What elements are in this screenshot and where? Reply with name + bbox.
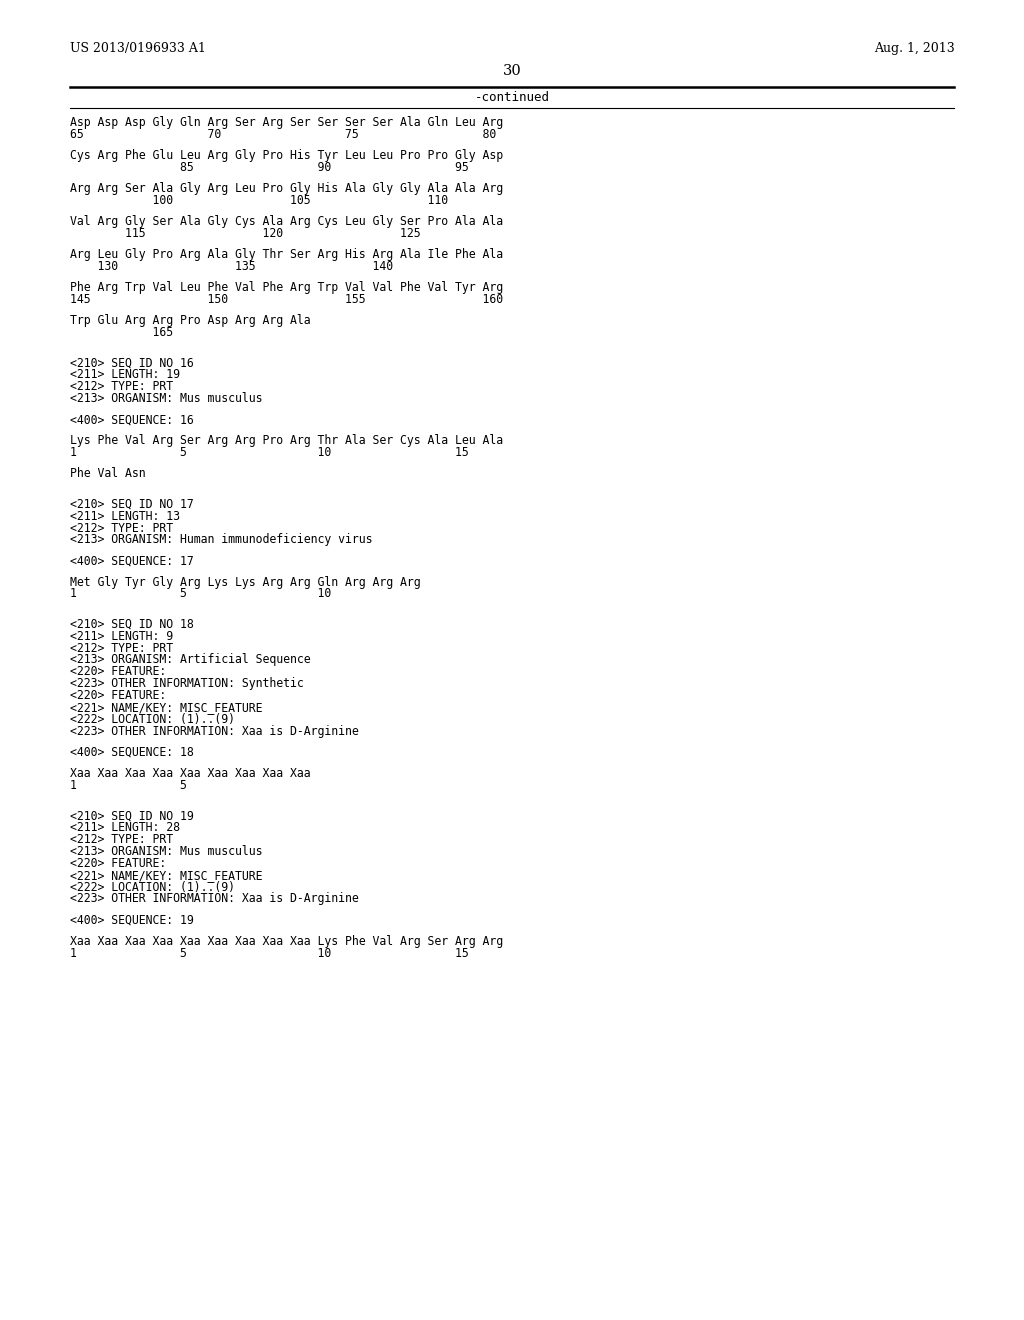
Text: Lys Phe Val Arg Ser Arg Arg Pro Arg Thr Ala Ser Cys Ala Leu Ala: Lys Phe Val Arg Ser Arg Arg Pro Arg Thr … <box>70 434 503 447</box>
Text: Arg Arg Ser Ala Gly Arg Leu Pro Gly His Ala Gly Gly Ala Ala Arg: Arg Arg Ser Ala Gly Arg Leu Pro Gly His … <box>70 182 503 195</box>
Text: 145                 150                 155                 160: 145 150 155 160 <box>70 293 503 306</box>
Text: Phe Arg Trp Val Leu Phe Val Phe Arg Trp Val Val Phe Val Tyr Arg: Phe Arg Trp Val Leu Phe Val Phe Arg Trp … <box>70 281 503 294</box>
Text: Phe Val Asn: Phe Val Asn <box>70 467 145 480</box>
Text: <212> TYPE: PRT: <212> TYPE: PRT <box>70 642 173 655</box>
Text: <213> ORGANISM: Mus musculus: <213> ORGANISM: Mus musculus <box>70 845 262 858</box>
Text: 115                 120                 125: 115 120 125 <box>70 227 420 240</box>
Text: Met Gly Tyr Gly Arg Lys Lys Arg Arg Gln Arg Arg Arg: Met Gly Tyr Gly Arg Lys Lys Arg Arg Gln … <box>70 576 420 589</box>
Text: 65                  70                  75                  80: 65 70 75 80 <box>70 128 496 141</box>
Text: Xaa Xaa Xaa Xaa Xaa Xaa Xaa Xaa Xaa: Xaa Xaa Xaa Xaa Xaa Xaa Xaa Xaa Xaa <box>70 767 310 780</box>
Text: <213> ORGANISM: Mus musculus: <213> ORGANISM: Mus musculus <box>70 392 262 405</box>
Text: 1               5: 1 5 <box>70 779 186 792</box>
Text: <210> SEQ ID NO 17: <210> SEQ ID NO 17 <box>70 498 194 511</box>
Text: <213> ORGANISM: Human immunodeficiency virus: <213> ORGANISM: Human immunodeficiency v… <box>70 533 372 546</box>
Text: Trp Glu Arg Arg Pro Asp Arg Arg Ala: Trp Glu Arg Arg Pro Asp Arg Arg Ala <box>70 314 310 327</box>
Text: <400> SEQUENCE: 19: <400> SEQUENCE: 19 <box>70 913 194 927</box>
Text: <400> SEQUENCE: 17: <400> SEQUENCE: 17 <box>70 554 194 568</box>
Text: <223> OTHER INFORMATION: Xaa is D-Arginine: <223> OTHER INFORMATION: Xaa is D-Argini… <box>70 892 358 906</box>
Text: US 2013/0196933 A1: US 2013/0196933 A1 <box>70 42 206 54</box>
Text: <400> SEQUENCE: 18: <400> SEQUENCE: 18 <box>70 746 194 759</box>
Text: 30: 30 <box>503 65 521 78</box>
Text: Arg Leu Gly Pro Arg Ala Gly Thr Ser Arg His Arg Ala Ile Phe Ala: Arg Leu Gly Pro Arg Ala Gly Thr Ser Arg … <box>70 248 503 261</box>
Text: 1               5                   10                  15: 1 5 10 15 <box>70 446 468 459</box>
Text: <212> TYPE: PRT: <212> TYPE: PRT <box>70 833 173 846</box>
Text: <222> LOCATION: (1)..(9): <222> LOCATION: (1)..(9) <box>70 880 234 894</box>
Text: Cys Arg Phe Glu Leu Arg Gly Pro His Tyr Leu Leu Pro Pro Gly Asp: Cys Arg Phe Glu Leu Arg Gly Pro His Tyr … <box>70 149 503 162</box>
Text: <221> NAME/KEY: MISC_FEATURE: <221> NAME/KEY: MISC_FEATURE <box>70 701 262 714</box>
Text: <211> LENGTH: 13: <211> LENGTH: 13 <box>70 510 179 523</box>
Text: <211> LENGTH: 19: <211> LENGTH: 19 <box>70 368 179 381</box>
Text: <220> FEATURE:: <220> FEATURE: <box>70 857 166 870</box>
Text: -continued: -continued <box>474 91 550 104</box>
Text: Aug. 1, 2013: Aug. 1, 2013 <box>873 42 954 54</box>
Text: Val Arg Gly Ser Ala Gly Cys Ala Arg Cys Leu Gly Ser Pro Ala Ala: Val Arg Gly Ser Ala Gly Cys Ala Arg Cys … <box>70 215 503 228</box>
Text: <221> NAME/KEY: MISC_FEATURE: <221> NAME/KEY: MISC_FEATURE <box>70 869 262 882</box>
Text: <222> LOCATION: (1)..(9): <222> LOCATION: (1)..(9) <box>70 713 234 726</box>
Text: 1               5                   10                  15: 1 5 10 15 <box>70 946 468 960</box>
Text: <210> SEQ ID NO 18: <210> SEQ ID NO 18 <box>70 618 194 631</box>
Text: <212> TYPE: PRT: <212> TYPE: PRT <box>70 521 173 535</box>
Text: <211> LENGTH: 9: <211> LENGTH: 9 <box>70 630 173 643</box>
Text: <223> OTHER INFORMATION: Synthetic: <223> OTHER INFORMATION: Synthetic <box>70 677 303 690</box>
Text: <220> FEATURE:: <220> FEATURE: <box>70 689 166 702</box>
Text: <210> SEQ ID NO 16: <210> SEQ ID NO 16 <box>70 356 194 370</box>
Text: 165: 165 <box>70 326 173 339</box>
Text: 100                 105                 110: 100 105 110 <box>70 194 447 207</box>
Text: <213> ORGANISM: Artificial Sequence: <213> ORGANISM: Artificial Sequence <box>70 653 310 667</box>
Text: <400> SEQUENCE: 16: <400> SEQUENCE: 16 <box>70 413 194 426</box>
Text: <223> OTHER INFORMATION: Xaa is D-Arginine: <223> OTHER INFORMATION: Xaa is D-Argini… <box>70 725 358 738</box>
Text: 85                  90                  95: 85 90 95 <box>70 161 468 174</box>
Text: 130                 135                 140: 130 135 140 <box>70 260 393 273</box>
Text: Asp Asp Asp Gly Gln Arg Ser Arg Ser Ser Ser Ser Ala Gln Leu Arg: Asp Asp Asp Gly Gln Arg Ser Arg Ser Ser … <box>70 116 503 129</box>
Text: Xaa Xaa Xaa Xaa Xaa Xaa Xaa Xaa Xaa Lys Phe Val Arg Ser Arg Arg: Xaa Xaa Xaa Xaa Xaa Xaa Xaa Xaa Xaa Lys … <box>70 935 503 948</box>
Text: <211> LENGTH: 28: <211> LENGTH: 28 <box>70 821 179 834</box>
Text: <210> SEQ ID NO 19: <210> SEQ ID NO 19 <box>70 809 194 822</box>
Text: 1               5                   10: 1 5 10 <box>70 587 331 601</box>
Text: <212> TYPE: PRT: <212> TYPE: PRT <box>70 380 173 393</box>
Text: <220> FEATURE:: <220> FEATURE: <box>70 665 166 678</box>
